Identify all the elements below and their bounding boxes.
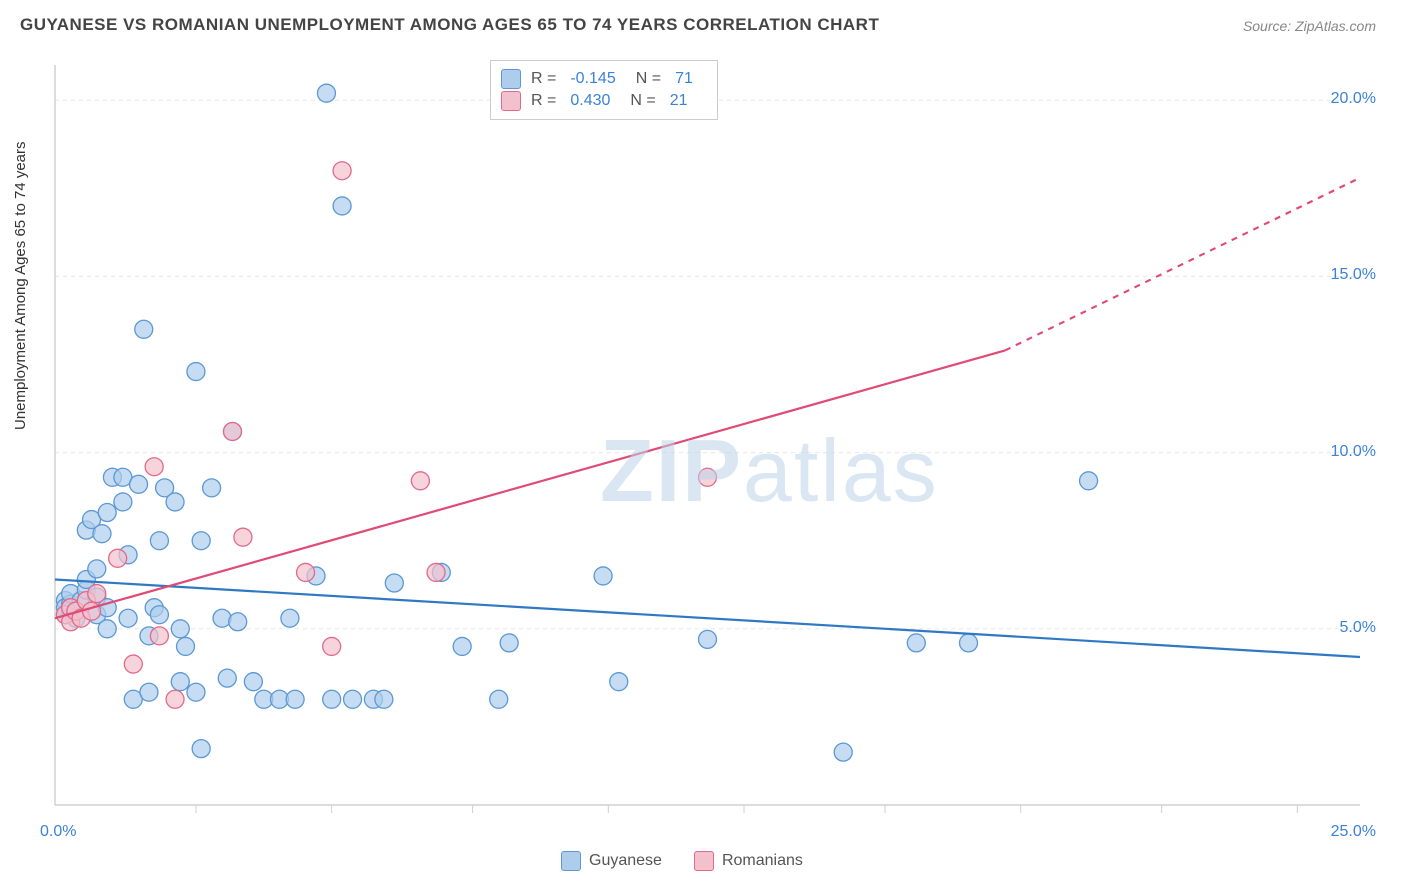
swatch-romanians [694,851,714,871]
n-label: N = [630,92,655,110]
stats-legend: R = -0.145 N = 71 R = 0.430 N = 21 [490,60,718,120]
swatch-romanians [501,91,521,111]
r-label: R = [531,70,556,88]
y-axis-label: Unemployment Among Ages 65 to 74 years [12,141,29,430]
swatch-guyanese [501,69,521,89]
legend-item-guyanese: Guyanese [560,850,663,872]
x-tick: 0.0% [40,823,76,841]
n-value-guyanese: 71 [675,70,693,88]
r-value-guyanese: -0.145 [570,70,615,88]
n-label: N = [636,70,661,88]
n-value-romanians: 21 [670,92,688,110]
series-legend: Guyanese Romanians [560,850,804,872]
y-tick: 5.0% [1340,619,1376,637]
stats-row-guyanese: R = -0.145 N = 71 [501,69,703,89]
x-tick: 25.0% [1331,823,1376,841]
r-label: R = [531,92,556,110]
legend-item-romanians: Romanians [693,850,804,872]
source-label: Source: ZipAtlas.com [1243,18,1376,34]
r-value-romanians: 0.430 [570,92,610,110]
swatch-guyanese [561,851,581,871]
chart-title: GUYANESE VS ROMANIAN UNEMPLOYMENT AMONG … [20,15,879,35]
y-tick: 10.0% [1331,443,1376,461]
y-tick: 15.0% [1331,266,1376,284]
legend-label: Guyanese [589,852,662,870]
legend-label: Romanians [722,852,803,870]
y-tick: 20.0% [1331,90,1376,108]
scatter-plot [50,55,1370,825]
stats-row-romanians: R = 0.430 N = 21 [501,91,703,111]
